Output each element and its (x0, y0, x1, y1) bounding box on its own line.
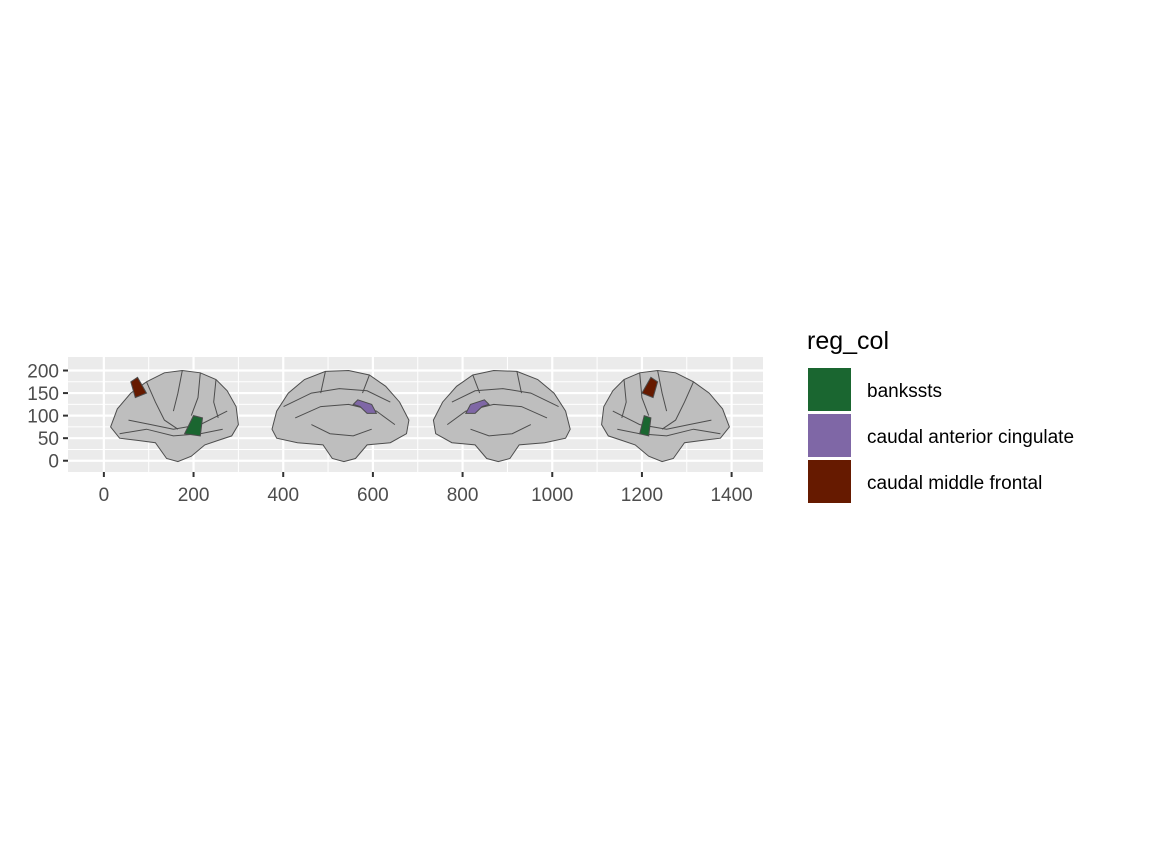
legend: reg_col bankssts caudal anterior cingulat… (807, 327, 1074, 503)
brain-view (432, 369, 571, 463)
region-caudal-middle-frontal (641, 376, 659, 399)
region-border (661, 381, 694, 430)
region-border (283, 388, 391, 408)
x-tick-label: 400 (267, 485, 299, 506)
region-border (516, 371, 522, 394)
brain-outline (271, 369, 410, 463)
region-border (146, 381, 179, 430)
region-border (451, 388, 559, 408)
legend-title: reg_col (807, 327, 889, 355)
region-caudal-anterior-cingulate (464, 399, 490, 414)
region-border (119, 428, 223, 437)
region-caudal-middle-frontal (130, 376, 148, 399)
x-tick-label: 1000 (531, 485, 573, 506)
region-border (362, 374, 370, 394)
brain-view (271, 369, 410, 463)
legend-items: bankssts caudal anterior cingulate caudal … (808, 368, 1074, 503)
brain-outline (601, 369, 730, 463)
legend-label: bankssts (867, 381, 942, 402)
x-tick-label: 800 (447, 485, 479, 506)
x-tick-label: 1200 (621, 485, 663, 506)
region-bankssts (639, 414, 652, 437)
region-border (617, 428, 721, 437)
y-tick-label: 50 (38, 429, 59, 450)
x-axis: 0 200 400 600 800 1000 1200 1400 (99, 472, 753, 506)
region-border (447, 403, 548, 426)
region-border (294, 403, 396, 426)
x-tick-label: 600 (357, 485, 389, 506)
region-border (472, 374, 481, 394)
brain-views (110, 369, 730, 463)
region-border (621, 379, 627, 419)
region-border (190, 372, 201, 416)
region-border (657, 370, 668, 412)
legend-key (808, 414, 851, 457)
legend-key (808, 460, 851, 503)
region-border (470, 424, 532, 437)
x-tick-label: 1400 (710, 485, 752, 506)
y-tick-label: 100 (27, 407, 59, 428)
y-tick-label: 150 (27, 384, 59, 405)
legend-label: caudal anterior cingulate (867, 427, 1074, 448)
x-tick-label: 200 (178, 485, 210, 506)
region-border (639, 372, 650, 416)
y-tick-label: 0 (48, 452, 59, 473)
legend-label: caudal middle frontal (867, 473, 1042, 494)
brain-view (601, 369, 730, 463)
region-border (311, 424, 372, 437)
region-border (320, 371, 326, 394)
brain-view (110, 369, 239, 463)
region-border (612, 410, 712, 430)
region-border (172, 370, 183, 412)
legend-key (808, 368, 851, 411)
region-border (213, 379, 219, 419)
x-tick-label: 0 (99, 485, 110, 506)
y-tick-label: 200 (27, 362, 59, 383)
region-bankssts (183, 415, 204, 437)
region-caudal-anterior-cingulate (352, 399, 378, 414)
brain-outline (432, 369, 571, 463)
region-border (128, 410, 228, 430)
